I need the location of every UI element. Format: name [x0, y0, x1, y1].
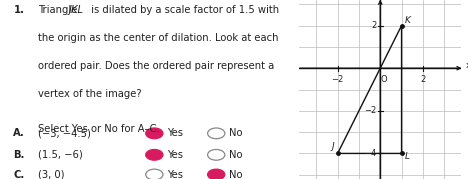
Text: (1.5, −6): (1.5, −6): [38, 150, 82, 160]
Text: 2: 2: [420, 75, 425, 84]
Text: Yes: Yes: [167, 150, 183, 160]
Text: (3, 0): (3, 0): [38, 170, 64, 179]
Circle shape: [146, 149, 163, 160]
Text: 1.: 1.: [13, 5, 24, 15]
Text: −2: −2: [331, 75, 344, 84]
Circle shape: [146, 128, 163, 139]
Text: ordered pair. Does the ordered pair represent a: ordered pair. Does the ordered pair repr…: [38, 61, 274, 71]
Text: K: K: [405, 16, 410, 25]
Text: is dilated by a scale factor of 1.5 with: is dilated by a scale factor of 1.5 with: [88, 5, 279, 15]
Text: vertex of the image?: vertex of the image?: [38, 89, 141, 99]
Text: C.: C.: [13, 170, 24, 179]
Text: Yes: Yes: [167, 128, 183, 138]
Text: Triangle: Triangle: [38, 5, 80, 15]
Circle shape: [208, 128, 225, 139]
Text: Yes: Yes: [167, 170, 183, 179]
Text: −4: −4: [364, 149, 376, 158]
Text: A.: A.: [13, 128, 25, 138]
Text: L: L: [405, 152, 410, 161]
Text: −2: −2: [364, 106, 376, 115]
Text: O: O: [380, 75, 387, 84]
Circle shape: [208, 149, 225, 160]
Text: x: x: [466, 61, 468, 70]
Text: B.: B.: [13, 150, 25, 160]
Text: 2: 2: [371, 21, 376, 30]
Text: Select Yes or No for A–C.: Select Yes or No for A–C.: [38, 124, 160, 134]
Text: No: No: [229, 170, 243, 179]
Text: (−3, −4.5): (−3, −4.5): [38, 128, 91, 138]
Text: No: No: [229, 150, 243, 160]
Text: J: J: [332, 142, 335, 151]
Text: JKL: JKL: [69, 5, 84, 15]
Text: No: No: [229, 128, 243, 138]
Text: the origin as the center of dilation. Look at each: the origin as the center of dilation. Lo…: [38, 33, 278, 43]
Circle shape: [146, 169, 163, 179]
Circle shape: [208, 169, 225, 179]
